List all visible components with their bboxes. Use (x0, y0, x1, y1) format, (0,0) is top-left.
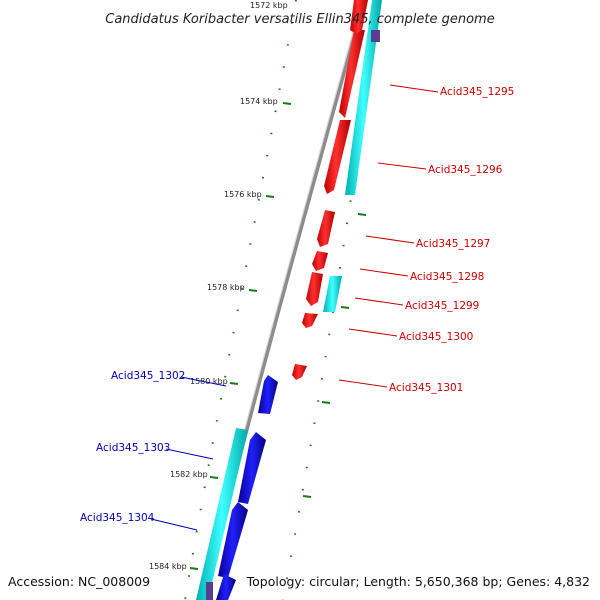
gene-arrow-Acid345_1296 (324, 120, 351, 194)
tick-label: 1572 kbp (250, 1, 288, 10)
bottom-marker (206, 582, 213, 600)
label-leader (180, 376, 227, 387)
gene-arrow-Acid345_1298 (312, 251, 328, 271)
genome-summary: Topology: circular; Length: 5,650,368 bp… (246, 574, 590, 589)
gene-label-Acid345_1297[interactable]: Acid345_1297 (416, 238, 490, 250)
cds-forward-bar (323, 276, 342, 312)
gene-label-Acid345_1296[interactable]: Acid345_1296 (428, 164, 503, 176)
tick-label: 1582 kbp (170, 470, 208, 479)
gene-arrow-Acid345_1300 (302, 313, 318, 328)
accession-text: Accession: NC_008009 (8, 574, 150, 589)
map-title: Candidatus Koribacter versatilis Ellin34… (105, 12, 494, 27)
tick-mark (357, 213, 367, 216)
gene-label-Acid345_1303[interactable]: Acid345_1303 (96, 442, 170, 454)
gene-arrow-Acid345_1299 (306, 272, 323, 306)
cds-reverse-bar (196, 428, 248, 600)
tick-mark (321, 401, 331, 404)
label-leader (365, 235, 415, 244)
label-leader (150, 518, 198, 531)
gene-arrow-Acid345_1301 (292, 364, 307, 380)
tick-mark (302, 495, 312, 498)
label-leader (359, 268, 409, 277)
gene-label-Acid345_1295[interactable]: Acid345_1295 (440, 86, 514, 98)
tick-label: 1578 kbp (207, 283, 245, 292)
tick-mark (209, 476, 219, 479)
gene-arrow-Acid345_1303 (238, 432, 266, 504)
gene-label-Acid345_1298[interactable]: Acid345_1298 (410, 271, 484, 283)
tick-mark (229, 382, 239, 385)
gene-label-Acid345_1299[interactable]: Acid345_1299 (405, 300, 479, 312)
gene-label-Acid345_1300[interactable]: Acid345_1300 (399, 331, 473, 343)
gene-label-Acid345_1301[interactable]: Acid345_1301 (389, 382, 463, 394)
gene-arrow-Acid345_1304 (218, 502, 248, 578)
tick-mark (340, 306, 350, 309)
gene-label-Acid345_1302[interactable]: Acid345_1302 (111, 370, 185, 382)
label-leader (389, 84, 439, 93)
tick-label: 1584 kbp (149, 562, 187, 571)
gene-arrow-bottom (216, 574, 236, 600)
label-leader (348, 328, 398, 337)
label-leader (377, 162, 427, 170)
tick-label: 1580 kbp (190, 377, 228, 386)
gene-arrow-Acid345_1295 (339, 30, 365, 118)
label-leader (354, 297, 404, 306)
gene-label-Acid345_1304[interactable]: Acid345_1304 (80, 512, 155, 524)
tick-mark (189, 567, 199, 570)
tick-label: 1576 kbp (224, 190, 262, 199)
label-leader (165, 448, 214, 460)
tick-label: 1574 kbp (240, 97, 278, 106)
tick-mark (248, 289, 258, 292)
tick-mark (282, 102, 292, 105)
gene-arrow-Acid345_1302 (258, 375, 278, 414)
tick-mark (265, 195, 275, 198)
top-marker (371, 30, 380, 42)
label-leader (338, 379, 388, 388)
gene-arrow-Acid345_1297 (317, 210, 335, 247)
cds-forward-bar (345, 0, 382, 195)
gene-arrow-top (350, 0, 368, 34)
